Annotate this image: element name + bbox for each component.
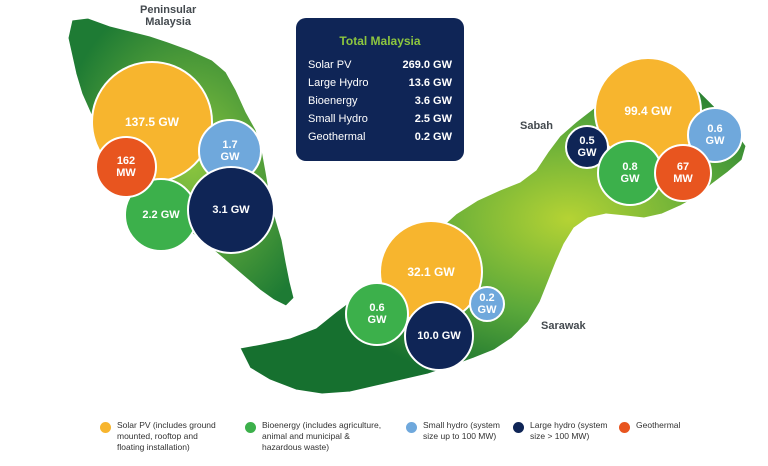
summary-label: Geothermal (308, 131, 366, 143)
legend-item-solar: Solar PV (includes ground mounted, rooft… (100, 420, 216, 453)
summary-value: 269.0 GW (402, 59, 452, 71)
summary-row: Large Hydro 13.6 GW (308, 74, 452, 92)
legend-dot (406, 422, 417, 433)
summary-label: Large Hydro (308, 77, 369, 89)
legend-dot (100, 422, 111, 433)
bubble-sarawak-large-hydro: 10.0 GW (404, 301, 474, 371)
bubble-sarawak-small-hydro: 0.2 GW (469, 286, 505, 322)
summary-value: 3.6 GW (414, 95, 452, 107)
legend-label: Geothermal (636, 420, 681, 430)
legend-dot (513, 422, 524, 433)
legend-label: Bioenergy (includes agriculture, animal … (262, 420, 382, 452)
region-label-sarawak: Sarawak (541, 320, 586, 332)
summary-value: 2.5 GW (414, 113, 452, 125)
legend-dot (245, 422, 256, 433)
legend-item-small-hydro: Small hydro (system size up to 100 MW) (406, 420, 500, 442)
legend-label: Solar PV (includes ground mounted, rooft… (117, 420, 216, 452)
legend-label: Small hydro (system size up to 100 MW) (423, 420, 500, 441)
summary-label: Bioenergy (308, 95, 358, 107)
region-label-peninsular: Peninsular Malaysia (140, 4, 197, 28)
summary-row: Small Hydro 2.5 GW (308, 110, 452, 128)
summary-row: Geothermal 0.2 GW (308, 128, 452, 146)
summary-label: Solar PV (308, 59, 352, 71)
bubble-peninsular-large-hydro: 3.1 GW (187, 166, 275, 254)
bubble-sabah-geothermal: 67 MW (654, 144, 712, 202)
legend: Solar PV (includes ground mounted, rooft… (100, 420, 760, 464)
legend-item-large-hydro: Large hydro (system size > 100 MW) (513, 420, 607, 442)
summary-row: Bioenergy 3.6 GW (308, 92, 452, 110)
total-malaysia-panel: Total Malaysia Solar PV 269.0 GW Large H… (296, 18, 464, 161)
legend-item-bioenergy: Bioenergy (includes agriculture, animal … (245, 420, 381, 453)
summary-title: Total Malaysia (339, 34, 421, 48)
bubble-sarawak-bioenergy: 0.6 GW (345, 282, 409, 346)
summary-label: Small Hydro (308, 113, 368, 125)
summary-row: Solar PV 269.0 GW (308, 56, 452, 74)
legend-dot (619, 422, 630, 433)
summary-value: 0.2 GW (414, 131, 452, 143)
summary-value: 13.6 GW (408, 77, 452, 89)
region-label-sabah: Sabah (520, 120, 554, 132)
legend-label: Large hydro (system size > 100 MW) (530, 420, 608, 441)
bubble-peninsular-geothermal: 162 MW (95, 136, 157, 198)
legend-item-geothermal: Geothermal (619, 420, 680, 433)
